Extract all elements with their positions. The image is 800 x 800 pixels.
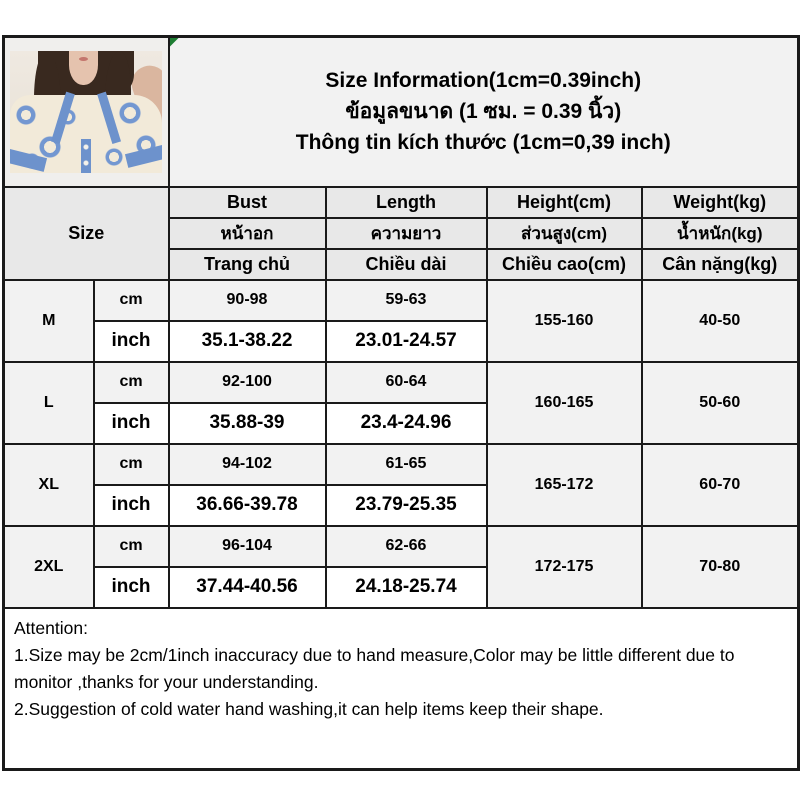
size-row-xl-inch: inch 36.66-39.78 23.79-25.35	[4, 483, 799, 527]
title-line-en: Size Information(1cm=0.39inch)	[325, 69, 642, 93]
header-bust-th: หน้าอก	[167, 216, 327, 250]
unit-label-inch: inch	[92, 401, 170, 445]
weight-value: 70-80	[640, 524, 800, 609]
header-height-vi: Chiều cao(cm)	[485, 247, 643, 281]
size-label-l: L	[2, 360, 95, 445]
header-length-en: Length	[324, 185, 488, 219]
bust-cm-value: 92-100	[167, 360, 327, 404]
unit-label-inch: inch	[92, 319, 170, 363]
height-value: 160-165	[485, 360, 643, 445]
height-value: 155-160	[485, 278, 643, 363]
attention-note-2: 2.Suggestion of cold water hand washing,…	[14, 698, 604, 719]
unit-label-inch: inch	[92, 565, 170, 609]
size-corner-header: Size	[2, 185, 170, 281]
length-inch-value: 23.79-25.35	[324, 483, 488, 527]
bust-cm-value: 90-98	[167, 278, 327, 322]
size-row-m-inch: inch 35.1-38.22 23.01-24.57	[4, 319, 799, 363]
height-value: 172-175	[485, 524, 643, 609]
header-length-th: ความยาว	[324, 216, 488, 250]
green-corner-flag-icon	[170, 38, 179, 47]
length-inch-value: 23.4-24.96	[324, 401, 488, 445]
unit-label-cm: cm	[92, 442, 170, 486]
bust-inch-value: 37.44-40.56	[167, 565, 327, 609]
bust-inch-value: 35.88-39	[167, 401, 327, 445]
length-cm-value: 62-66	[324, 524, 488, 568]
header-weight-en: Weight(kg)	[640, 185, 800, 219]
bust-cm-value: 94-102	[167, 442, 327, 486]
title-line-vi: Thông tin kích thước (1cm=0,39 inch)	[295, 131, 671, 155]
size-row-m-cm: M cm 90-98 59-63 155-160 40-50	[2, 278, 800, 363]
height-value: 165-172	[485, 442, 643, 527]
bust-cm-value: 96-104	[167, 524, 327, 568]
attention-notes: Attention: 1.Size may be 2cm/1inch inacc…	[2, 606, 800, 771]
unit-label-cm: cm	[92, 360, 170, 404]
size-row-xl-cm: XL cm 94-102 61-65 165-172 60-70	[2, 442, 800, 527]
length-cm-value: 61-65	[324, 442, 488, 486]
weight-value: 60-70	[640, 442, 800, 527]
length-inch-value: 24.18-25.74	[324, 565, 488, 609]
size-label-m: M	[2, 278, 95, 363]
header-length-vi: Chiều dài	[324, 247, 488, 281]
unit-label-cm: cm	[92, 278, 170, 322]
product-photo-cell	[2, 35, 170, 188]
photo-button-placket	[81, 139, 91, 173]
size-row-l-inch: inch 35.88-39 23.4-24.96	[4, 401, 799, 445]
header-weight-vi: Cân nặng(kg)	[640, 247, 800, 281]
weight-value: 40-50	[640, 278, 800, 363]
length-cm-value: 59-63	[324, 278, 488, 322]
size-row-l-cm: L cm 92-100 60-64 160-165 50-60	[2, 360, 800, 445]
unit-label-inch: inch	[92, 483, 170, 527]
size-info-title-cell: Size Information(1cm=0.39inch) ข้อมูลขนา…	[167, 35, 800, 188]
photo-face-shape	[69, 51, 98, 85]
size-label-2xl: 2XL	[2, 524, 95, 609]
photo-lip-shape	[79, 57, 88, 61]
header-height-en: Height(cm)	[485, 185, 643, 219]
weight-value: 50-60	[640, 360, 800, 445]
unit-label-cm: cm	[92, 524, 170, 568]
size-label-xl: XL	[2, 442, 95, 527]
header-weight-th: น้ำหนัก(kg)	[640, 216, 800, 250]
header-height-th: ส่วนสูง(cm)	[485, 216, 643, 250]
header-bust-en: Bust	[167, 185, 327, 219]
length-cm-value: 60-64	[324, 360, 488, 404]
product-photo	[10, 51, 162, 173]
size-row-2xl-inch: inch 37.44-40.56 24.18-25.74	[4, 565, 799, 609]
header-bust-vi: Trang chủ	[167, 247, 327, 281]
size-row-2xl-cm: 2XL cm 96-104 62-66 172-175 70-80	[2, 524, 800, 609]
length-inch-value: 23.01-24.57	[324, 319, 488, 363]
attention-heading: Attention:	[14, 617, 88, 638]
size-chart-table: Size Information(1cm=0.39inch) ข้อมูลขนา…	[2, 35, 800, 771]
bust-inch-value: 36.66-39.78	[167, 483, 327, 527]
attention-note-1: 1.Size may be 2cm/1inch inaccuracy due t…	[14, 644, 735, 692]
title-line-th: ข้อมูลขนาด (1 ซม. = 0.39 นิ้ว)	[345, 100, 622, 124]
bust-inch-value: 35.1-38.22	[167, 319, 327, 363]
